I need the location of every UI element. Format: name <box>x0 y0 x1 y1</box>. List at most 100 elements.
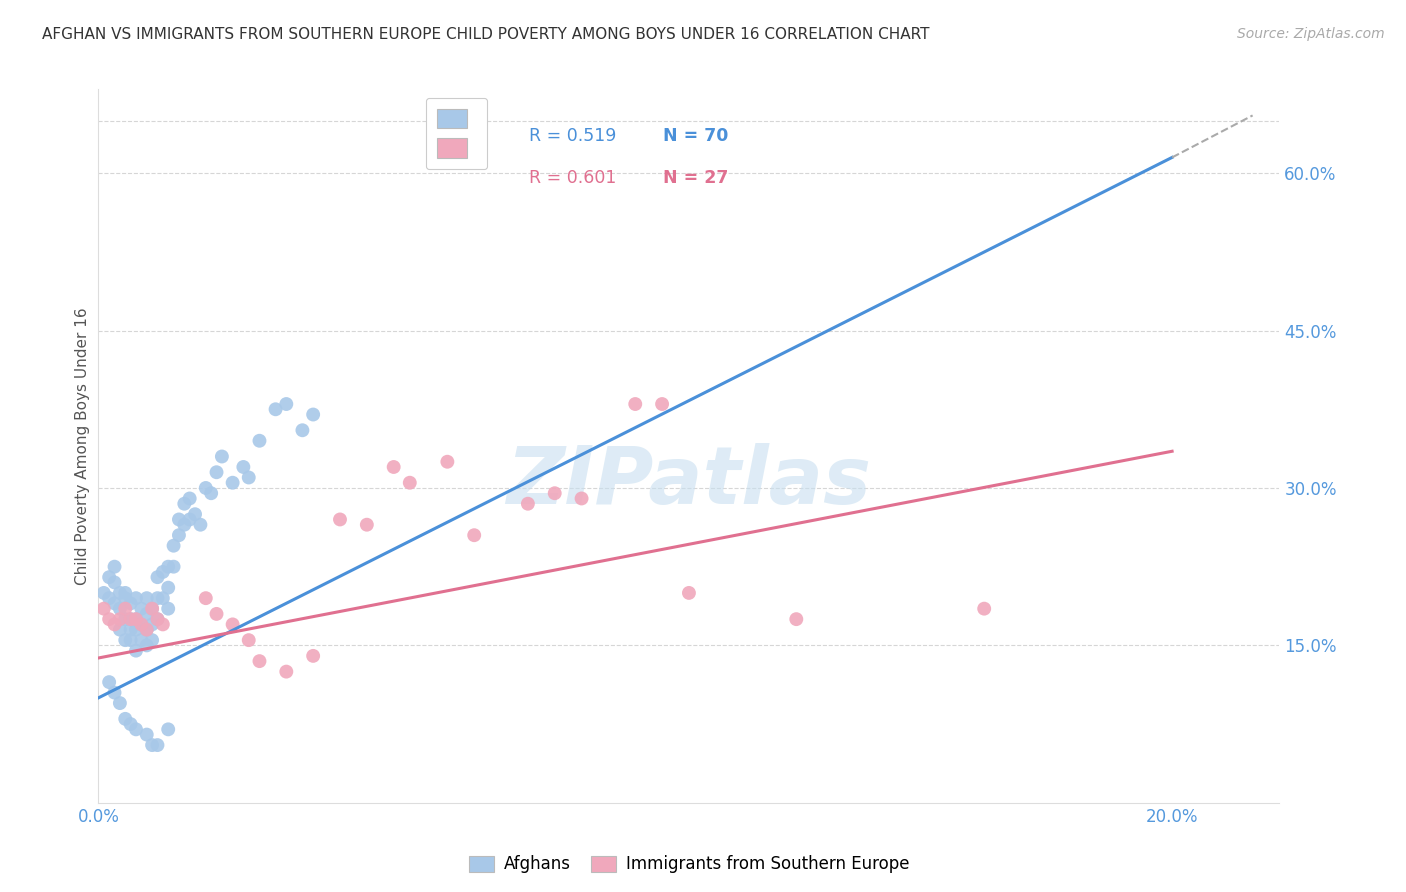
Point <box>103 685 125 699</box>
Point <box>131 633 153 648</box>
Point <box>276 665 298 679</box>
Point <box>249 654 271 668</box>
Point <box>232 460 254 475</box>
Point <box>141 633 163 648</box>
Point <box>173 517 195 532</box>
Point <box>114 591 136 606</box>
Point <box>125 612 148 626</box>
Point <box>302 648 325 663</box>
Point <box>98 591 121 606</box>
Point <box>398 475 420 490</box>
Point <box>120 623 142 637</box>
Point <box>114 612 136 626</box>
Text: R = 0.519: R = 0.519 <box>530 127 617 145</box>
Point <box>162 539 184 553</box>
Point <box>108 586 131 600</box>
Y-axis label: Child Poverty Among Boys Under 16: Child Poverty Among Boys Under 16 <box>75 307 90 585</box>
Point <box>93 586 115 600</box>
Point <box>302 408 325 422</box>
Point <box>120 633 142 648</box>
Point <box>167 512 190 526</box>
Point <box>678 586 700 600</box>
Point <box>108 612 131 626</box>
Point <box>146 612 169 626</box>
Point <box>785 612 807 626</box>
Point <box>135 607 157 621</box>
Point <box>108 696 131 710</box>
Point <box>516 497 538 511</box>
Point <box>141 601 163 615</box>
Point <box>146 612 169 626</box>
Point <box>157 723 180 737</box>
Point <box>131 617 153 632</box>
Point <box>211 450 233 464</box>
Point <box>571 491 593 506</box>
Point <box>141 601 163 615</box>
Point <box>179 491 201 506</box>
Point <box>103 596 125 610</box>
Point <box>624 397 647 411</box>
Point <box>157 559 180 574</box>
Point <box>146 570 169 584</box>
Point <box>135 728 157 742</box>
Point <box>120 612 142 626</box>
Point <box>276 397 298 411</box>
Point <box>167 528 190 542</box>
Point <box>436 455 458 469</box>
Point <box>238 470 260 484</box>
Point <box>135 623 157 637</box>
Point <box>179 512 201 526</box>
Point <box>108 601 131 615</box>
Point <box>249 434 271 448</box>
Point <box>152 591 174 606</box>
Point <box>103 575 125 590</box>
Point <box>221 475 243 490</box>
Point <box>190 517 212 532</box>
Point <box>103 559 125 574</box>
Point <box>162 559 184 574</box>
Point <box>146 591 169 606</box>
Point <box>238 633 260 648</box>
Point <box>135 591 157 606</box>
Point <box>264 402 287 417</box>
Text: R = 0.601: R = 0.601 <box>530 169 617 187</box>
Point <box>173 497 195 511</box>
Point <box>120 596 142 610</box>
Point <box>114 633 136 648</box>
Point <box>103 617 125 632</box>
Point <box>146 738 169 752</box>
Point <box>98 570 121 584</box>
Text: Source: ZipAtlas.com: Source: ZipAtlas.com <box>1237 27 1385 41</box>
Text: N = 70: N = 70 <box>664 127 728 145</box>
Point <box>120 612 142 626</box>
Point <box>463 528 485 542</box>
Point <box>157 581 180 595</box>
Point <box>205 607 228 621</box>
Point <box>125 623 148 637</box>
Point <box>291 423 314 437</box>
Point <box>98 612 121 626</box>
Point <box>221 617 243 632</box>
Point <box>194 591 217 606</box>
Point <box>356 517 378 532</box>
Point <box>131 601 153 615</box>
Text: ZIPatlas: ZIPatlas <box>506 442 872 521</box>
Point <box>141 738 163 752</box>
Point <box>120 717 142 731</box>
Point <box>152 617 174 632</box>
Text: AFGHAN VS IMMIGRANTS FROM SOUTHERN EUROPE CHILD POVERTY AMONG BOYS UNDER 16 CORR: AFGHAN VS IMMIGRANTS FROM SOUTHERN EUROP… <box>42 27 929 42</box>
Point <box>973 601 995 615</box>
Point <box>114 712 136 726</box>
Point <box>93 601 115 615</box>
Point <box>141 617 163 632</box>
Point <box>125 591 148 606</box>
Legend: Afghans, Immigrants from Southern Europe: Afghans, Immigrants from Southern Europe <box>463 849 915 880</box>
Point <box>135 639 157 653</box>
Point <box>205 465 228 479</box>
Point <box>152 565 174 579</box>
Point <box>125 643 148 657</box>
Point <box>135 623 157 637</box>
Point <box>184 507 207 521</box>
Point <box>651 397 673 411</box>
Point <box>200 486 222 500</box>
